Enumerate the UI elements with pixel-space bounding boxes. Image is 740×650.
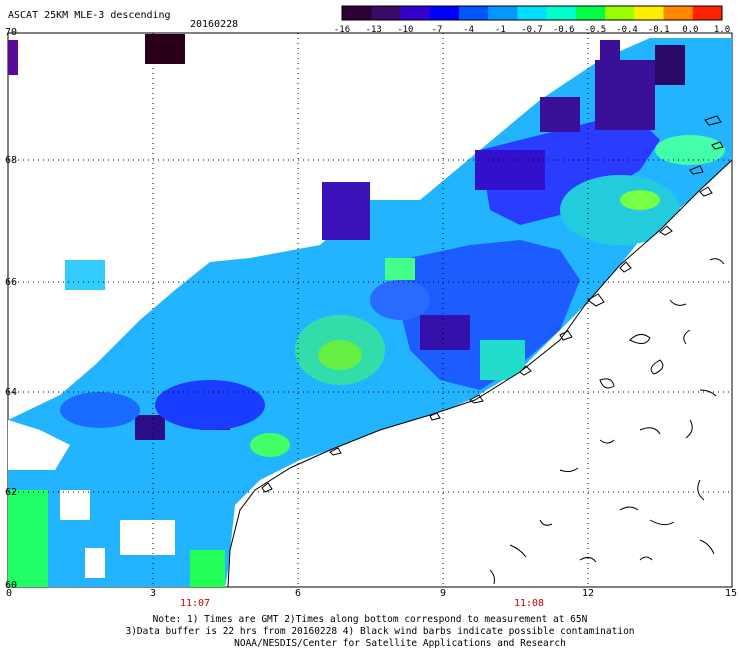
colorbar-segment <box>663 6 694 20</box>
colorbar-segment <box>488 6 518 20</box>
colorbar-tick-label: -1 <box>494 25 506 35</box>
note-line-3: NOAA/NESDIS/Center for Satellite Applica… <box>234 638 566 649</box>
colorbar-border <box>341 5 723 21</box>
lon-label-9: 9 <box>439 588 447 599</box>
date-label: 20160228 <box>190 19 239 30</box>
norway-coastline <box>227 158 733 588</box>
lat-lon-grid <box>8 33 732 587</box>
lat-label-70: 70 <box>5 27 18 38</box>
lon-label-0: 0 <box>5 588 13 599</box>
colorbar-segment <box>342 6 372 20</box>
colorbar-tick-label: -10 <box>397 25 414 35</box>
colorbar-segment <box>517 6 548 20</box>
time-label-2: 11:08 <box>513 598 545 609</box>
lat-label-66: 66 <box>5 277 18 288</box>
colorbar-tick-label: -0.6 <box>552 25 575 35</box>
lon-label-15: 15 <box>724 588 738 599</box>
note-line-2: 3)Data buffer is 22 hrs from 20160228 4)… <box>125 626 635 637</box>
colorbar-segment <box>400 6 431 20</box>
colorbar-segment <box>634 6 665 20</box>
lon-label-12: 12 <box>581 588 595 599</box>
colorbar-tick-label: -13 <box>365 25 382 35</box>
lat-label-64: 64 <box>5 387 18 398</box>
lat-label-68: 68 <box>5 155 18 166</box>
coastline-islands <box>261 115 724 493</box>
colorbar-segment <box>458 6 489 20</box>
colorbar <box>341 5 723 21</box>
colorbar-segment <box>605 6 635 20</box>
lon-label-3: 3 <box>149 588 157 599</box>
colorbar-segment <box>692 6 723 20</box>
time-label-1: 11:07 <box>179 598 211 609</box>
colorbar-segment <box>371 6 401 20</box>
colorbar-segment <box>546 6 577 20</box>
colorbar-tick-label: -0.7 <box>521 25 543 35</box>
colorbar-tick-label: 1.0 <box>713 25 731 35</box>
colorbar-tick-label: 0.0 <box>682 25 699 35</box>
wind-swath <box>8 34 732 587</box>
product-title: ASCAT 25KM MLE-3 descending <box>8 10 171 21</box>
lon-label-6: 6 <box>294 588 302 599</box>
colorbar-tick-label: -0.1 <box>647 25 670 35</box>
inland-lakes <box>489 258 725 585</box>
lat-label-60: 60 <box>5 580 18 591</box>
colorbar-tick-label: -4 <box>463 25 475 35</box>
colorbar-segment <box>429 6 460 20</box>
colorbar-tick-label: -0.4 <box>616 25 638 35</box>
lat-label-62: 62 <box>5 487 18 498</box>
colorbar-tick-label: -7 <box>431 25 443 35</box>
colorbar-tick-label: -0.5 <box>584 25 607 35</box>
colorbar-segment <box>575 6 606 20</box>
colorbar-tick-label: -16 <box>333 25 351 35</box>
note-line-1: Note: 1) Times are GMT 2)Times along bot… <box>152 614 588 625</box>
